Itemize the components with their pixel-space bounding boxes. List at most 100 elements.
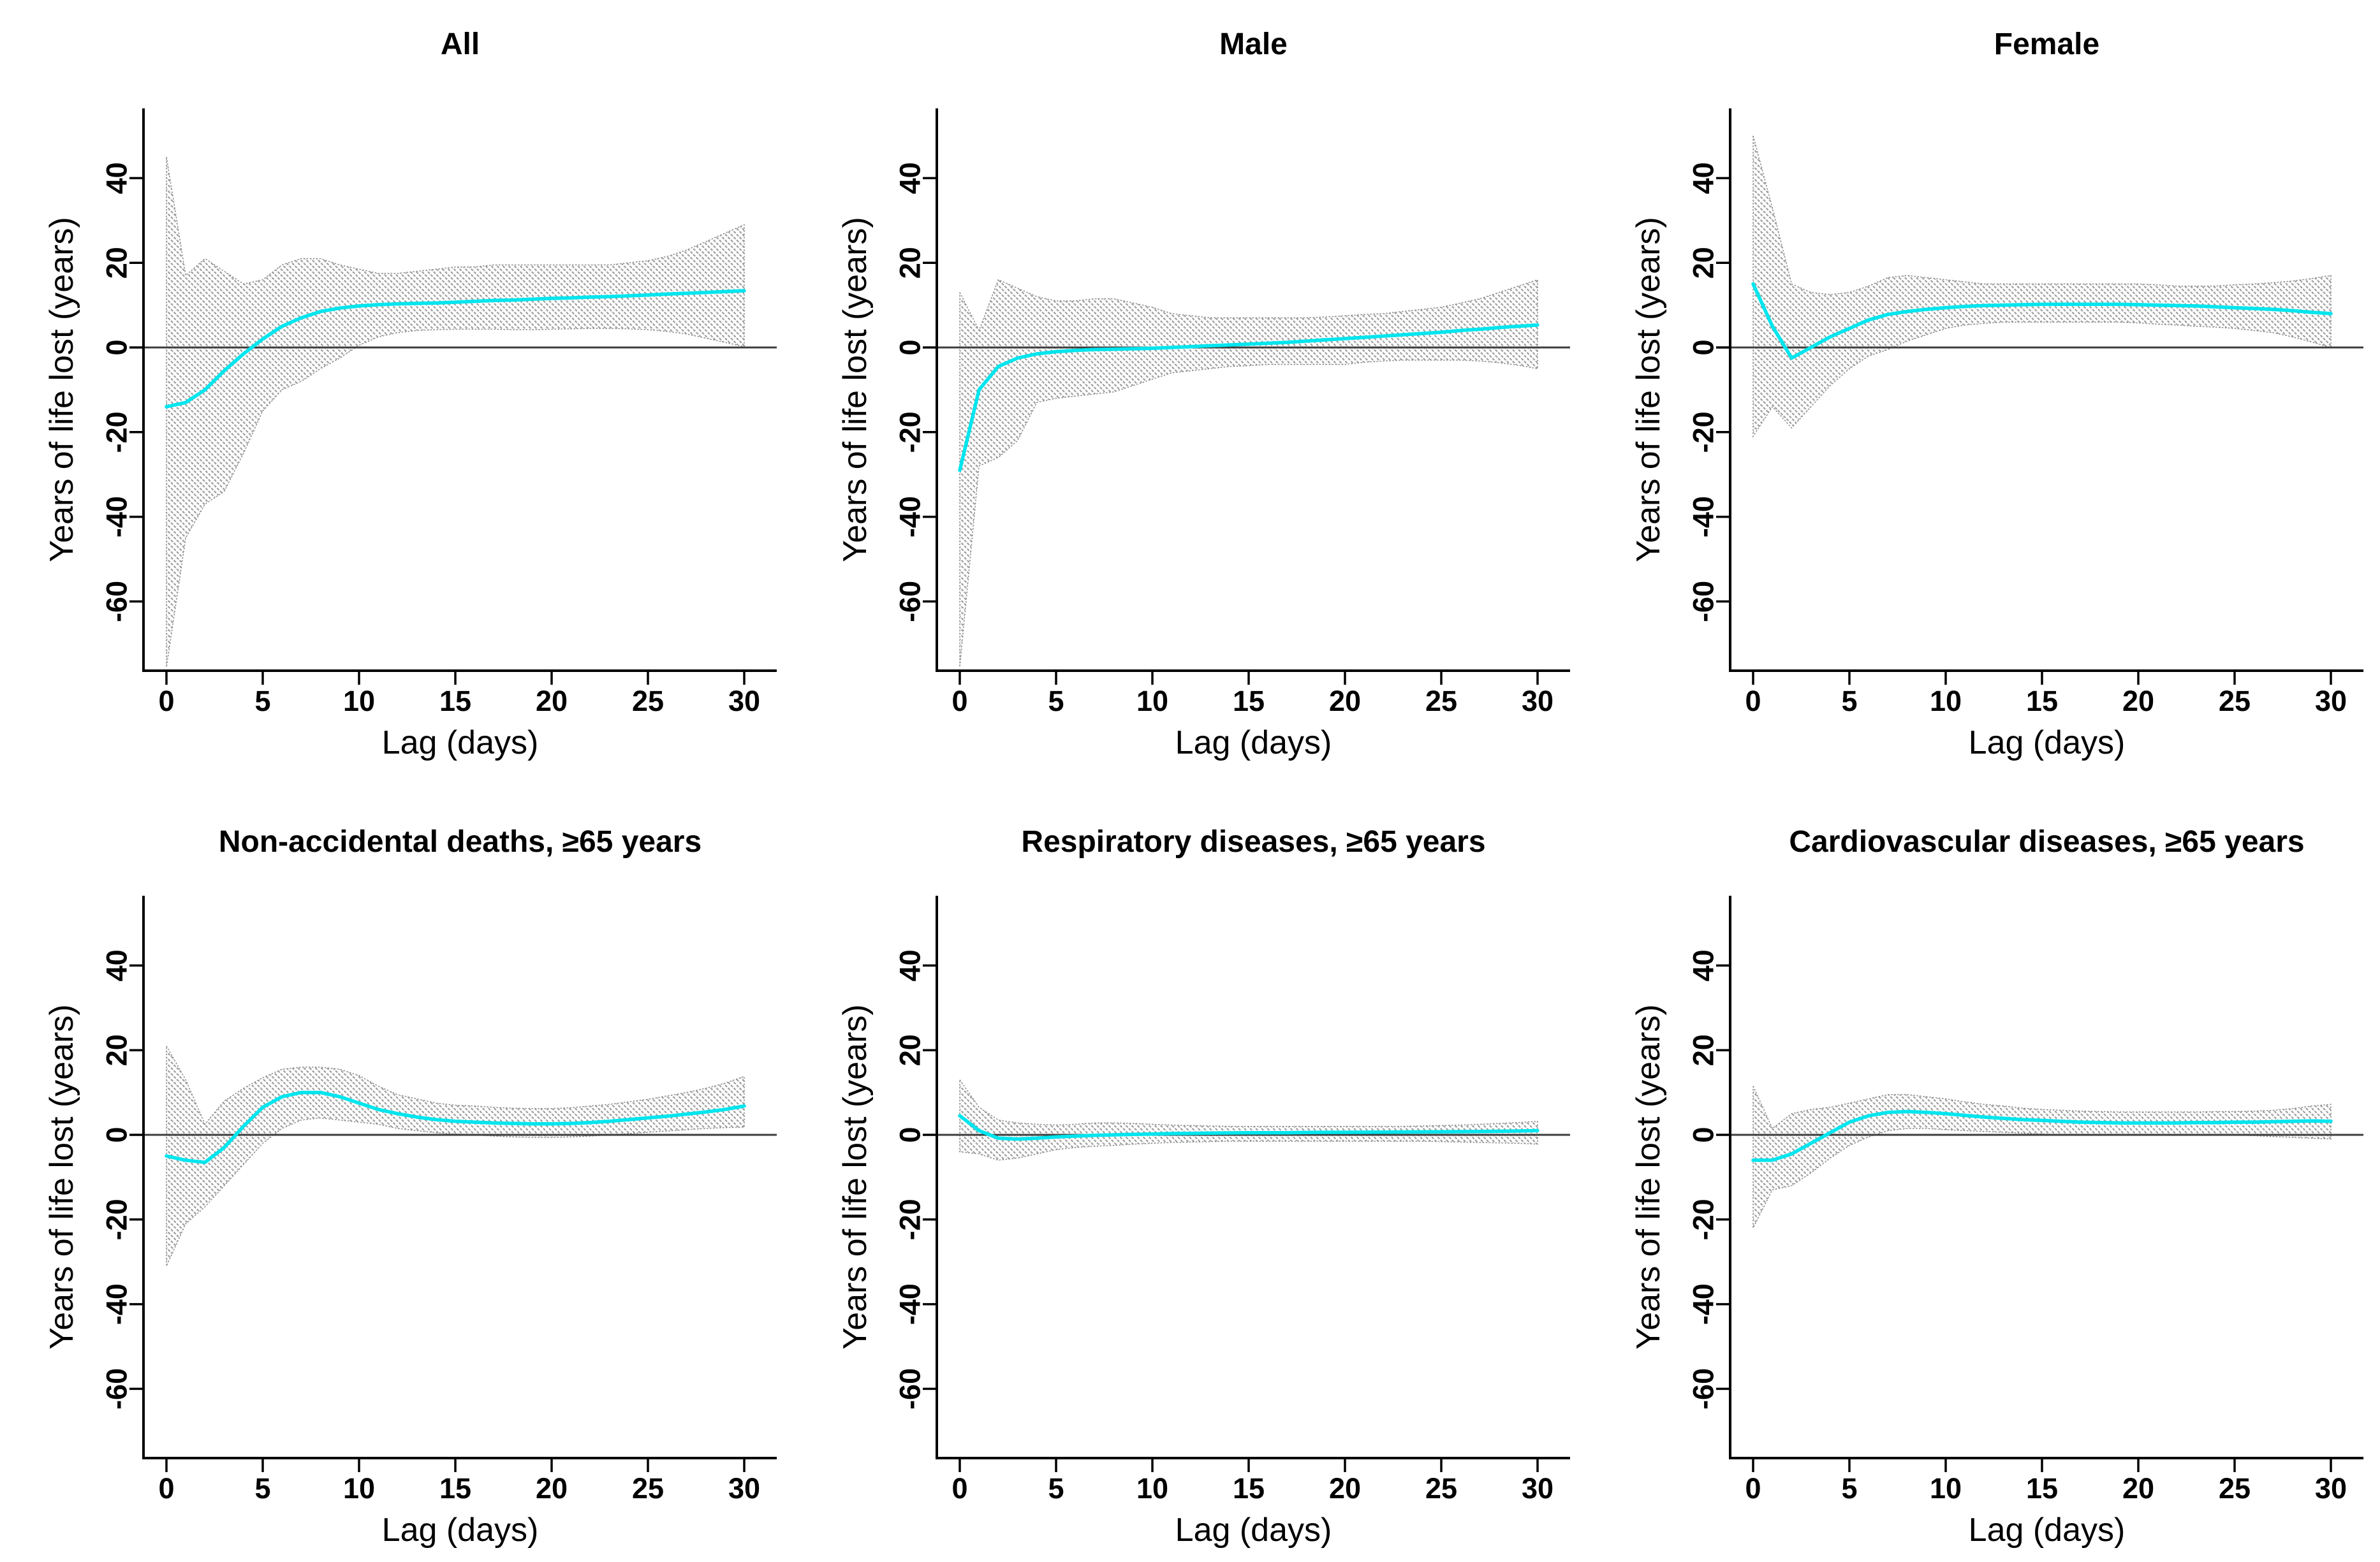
y-axis-label: Years of life lost (years): [43, 217, 80, 562]
panel-title-female: Female: [1994, 27, 2100, 61]
x-tick-label: 25: [632, 685, 664, 717]
x-tick-label: 30: [1522, 1472, 1554, 1505]
panel-female: Female 0 5 10 15 20 25 30 40 20 0 -20 -40 -60 Lag (da…: [1587, 0, 2380, 775]
panel-title-nonaccidental-65: Non-accidental deaths, ≥65 years: [218, 825, 702, 859]
x-tick-label: 5: [254, 1472, 270, 1505]
x-axis-label: Lag (days): [1969, 724, 2126, 761]
y-tick-label: 40: [101, 162, 133, 194]
y-tick-label: -40: [101, 1283, 133, 1325]
y-axis-label: Years of life lost (years): [1630, 217, 1667, 562]
panel-title-cardiovascular-65: Cardiovascular diseases, ≥65 years: [1789, 825, 2305, 859]
x-tick-label: 15: [2026, 1472, 2058, 1505]
estimate-line: [1751, 1109, 2333, 1162]
y-tick-label: -40: [894, 1283, 927, 1325]
x-tick-label: 15: [439, 1472, 471, 1505]
x-tick-label: 15: [1233, 1472, 1265, 1505]
y-tick-label: 0: [894, 339, 927, 355]
x-tick-label: 0: [951, 685, 967, 717]
ci-band: [1752, 135, 2332, 438]
x-tick-label: 30: [2315, 1472, 2347, 1505]
panel-title-all: All: [440, 27, 480, 61]
x-tick-label: 30: [728, 685, 760, 717]
y-tick-label: -40: [1687, 496, 1720, 537]
x-tick-label: 5: [1841, 1472, 1857, 1505]
x-tick-label: 5: [1841, 685, 1857, 717]
x-tick-label: 10: [1136, 1472, 1168, 1505]
y-tick-label: 0: [1687, 339, 1720, 355]
x-tick-label: 0: [951, 1472, 967, 1505]
x-tick-label: 0: [158, 685, 174, 717]
x-tick-label: 25: [1425, 1472, 1457, 1505]
y-tick-label: -20: [894, 1199, 927, 1240]
y-axis-label: Years of life lost (years): [837, 1004, 874, 1349]
plot-cardiovascular-65: 0 5 10 15 20 25 30 40 20 0 -20 -40 -60 Lag (days) Year…: [1630, 896, 2363, 1549]
ci-band: [1752, 1086, 2332, 1229]
x-tick-label: 5: [1048, 685, 1064, 717]
ci-band: [959, 1078, 1538, 1161]
y-axis-label: Years of life lost (years): [1630, 1004, 1667, 1349]
estimate-line: [165, 1090, 746, 1164]
y-tick-label: 0: [1687, 1127, 1720, 1142]
y-tick-label: 40: [101, 949, 133, 981]
panel-all: All 0 5 10 15 20 25 30 40 20 0 -20 -40 -60 Lag (days)…: [0, 0, 793, 775]
x-axis-label: Lag (days): [382, 1512, 539, 1549]
x-tick-label: 0: [1745, 685, 1761, 717]
plot-female: 0 5 10 15 20 25 30 40 20 0 -20 -40 -60 Lag (days) Year…: [1630, 108, 2363, 761]
plot-male: 0 5 10 15 20 25 30 40 20 0 -20 -40 -60 Lag (days) Year…: [837, 108, 1570, 761]
x-tick-label: 30: [728, 1472, 760, 1505]
y-tick-label: -60: [1687, 1368, 1720, 1410]
x-axis-label: Lag (days): [1175, 724, 1332, 761]
y-tick-label: 0: [894, 1127, 927, 1142]
x-axis-label: Lag (days): [1175, 1512, 1332, 1549]
y-tick-label: 20: [101, 1034, 133, 1066]
x-tick-label: 15: [1233, 685, 1265, 717]
x-tick-label: 0: [1745, 1472, 1761, 1505]
y-tick-label: 0: [101, 339, 133, 355]
y-tick-label: -20: [101, 1199, 133, 1240]
x-tick-label: 30: [1522, 685, 1554, 717]
panel-title-respiratory-65: Respiratory diseases, ≥65 years: [1021, 825, 1486, 859]
y-tick-label: 40: [894, 949, 927, 981]
y-tick-label: 40: [1687, 949, 1720, 981]
x-tick-label: 5: [1048, 1472, 1064, 1505]
x-tick-label: 10: [1930, 685, 1962, 717]
x-tick-label: 0: [158, 1472, 174, 1505]
y-tick-label: 40: [894, 162, 927, 194]
y-tick-label: -40: [101, 496, 133, 537]
y-tick-label: -60: [1687, 581, 1720, 622]
y-tick-label: 20: [894, 1034, 927, 1066]
y-tick-label: 20: [101, 247, 133, 279]
y-tick-label: -60: [894, 581, 927, 622]
x-axis-label: Lag (days): [1969, 1512, 2126, 1549]
x-tick-label: 20: [1329, 1472, 1361, 1505]
y-tick-label: -60: [894, 1368, 927, 1410]
ci-band: [166, 1044, 745, 1267]
x-tick-label: 10: [343, 1472, 375, 1505]
x-tick-label: 5: [254, 685, 270, 717]
plot-all: 0 5 10 15 20 25 30 40 20 0 -20 -40 -60 Lag (days) Year…: [43, 108, 777, 761]
x-tick-label: 20: [2122, 685, 2154, 717]
y-tick-label: 20: [1687, 247, 1720, 279]
x-tick-label: 20: [2122, 1472, 2154, 1505]
x-tick-label: 25: [2219, 1472, 2251, 1505]
y-tick-label: -40: [894, 496, 927, 537]
panel-male: Male 0 5 10 15 20 25 30 40 20 0 -20 -40 -60 Lag (days…: [793, 0, 1587, 775]
estimate-line: [1751, 282, 2333, 360]
x-tick-label: 10: [1930, 1472, 1962, 1505]
x-tick-label: 30: [2315, 685, 2347, 717]
x-tick-label: 20: [536, 685, 568, 717]
x-tick-label: 25: [632, 1472, 664, 1505]
x-tick-label: 25: [1425, 685, 1457, 717]
ci-band: [166, 157, 745, 668]
plot-respiratory-65: 0 5 10 15 20 25 30 40 20 0 -20 -40 -60 Lag (days) Year…: [837, 896, 1570, 1549]
y-axis-label: Years of life lost (years): [43, 1004, 80, 1349]
y-tick-label: 20: [1687, 1034, 1720, 1066]
x-tick-label: 15: [439, 685, 471, 717]
panel-respiratory-65: Respiratory diseases, ≥65 years 0 5 10 15 20…: [793, 775, 1587, 1549]
estimate-line: [958, 323, 1539, 472]
y-tick-label: -20: [1687, 1199, 1720, 1240]
x-tick-label: 10: [343, 685, 375, 717]
plot-nonaccidental-65: 0 5 10 15 20 25 30 40 20 0 -20 -40 -60 Lag (days) Year…: [43, 896, 777, 1549]
y-axis-label: Years of life lost (years): [837, 217, 874, 562]
